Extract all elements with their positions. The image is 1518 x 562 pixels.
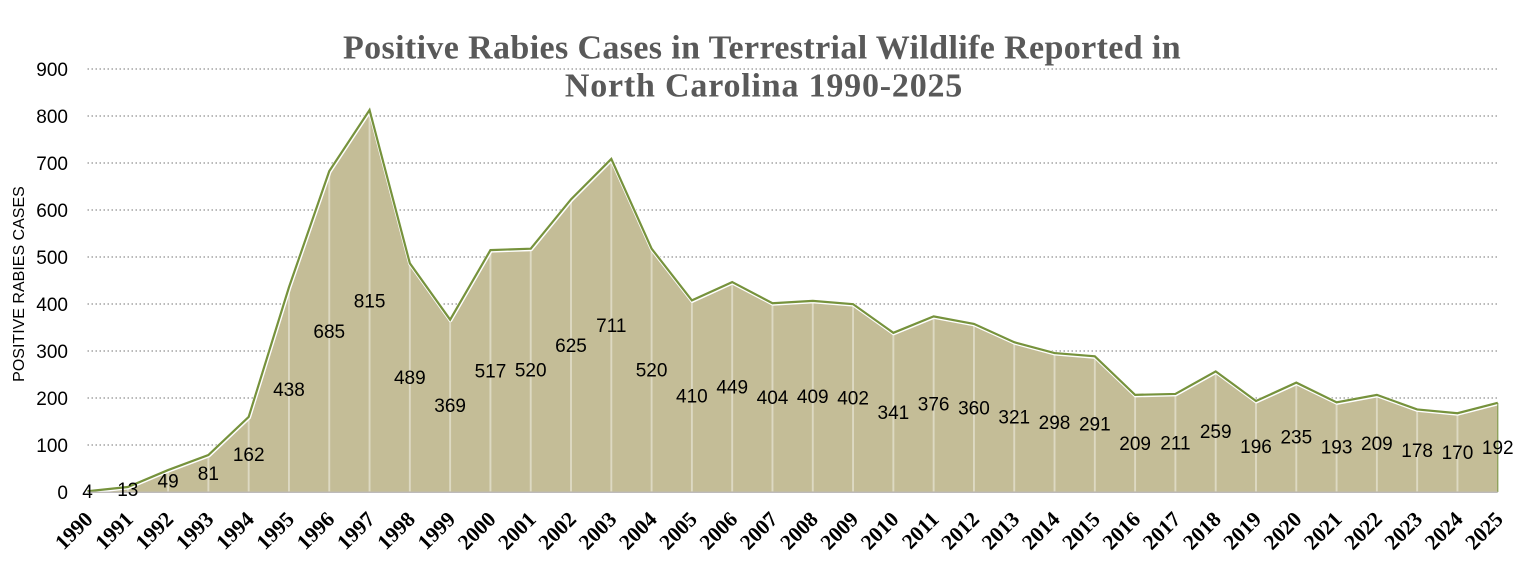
svg-text:178: 178	[1401, 441, 1433, 462]
svg-text:Positive Rabies Cases in Terre: Positive Rabies Cases in Terrestrial Wil…	[343, 30, 1181, 67]
svg-text:376: 376	[918, 395, 950, 416]
svg-text:321: 321	[998, 407, 1030, 428]
svg-text:400: 400	[36, 295, 68, 316]
svg-text:625: 625	[555, 336, 587, 357]
svg-text:409: 409	[797, 387, 829, 408]
svg-text:360: 360	[958, 398, 990, 419]
svg-text:520: 520	[515, 361, 547, 382]
svg-text:POSITIVE RABIES CASES: POSITIVE RABIES CASES	[11, 186, 28, 382]
svg-text:700: 700	[36, 154, 68, 175]
svg-text:517: 517	[475, 361, 507, 382]
svg-text:100: 100	[36, 436, 68, 457]
svg-text:4: 4	[82, 482, 93, 503]
svg-text:800: 800	[36, 107, 68, 128]
svg-text:410: 410	[676, 387, 708, 408]
svg-text:449: 449	[716, 377, 748, 398]
svg-text:300: 300	[36, 342, 68, 363]
svg-text:209: 209	[1361, 434, 1393, 455]
svg-text:685: 685	[313, 322, 345, 343]
svg-text:438: 438	[273, 380, 305, 401]
svg-text:13: 13	[117, 480, 138, 501]
svg-text:298: 298	[1039, 413, 1071, 434]
svg-text:520: 520	[636, 361, 668, 382]
svg-text:369: 369	[434, 396, 466, 417]
svg-text:291: 291	[1079, 415, 1111, 436]
svg-text:200: 200	[36, 389, 68, 410]
svg-text:211: 211	[1160, 433, 1190, 454]
svg-text:193: 193	[1321, 438, 1353, 459]
svg-text:489: 489	[394, 368, 426, 389]
svg-text:209: 209	[1119, 434, 1151, 455]
svg-text:North Carolina 1990-2025: North Carolina 1990-2025	[565, 67, 963, 104]
svg-text:170: 170	[1442, 443, 1474, 464]
svg-text:196: 196	[1240, 437, 1272, 458]
svg-text:900: 900	[36, 60, 68, 81]
svg-text:162: 162	[233, 445, 265, 466]
svg-text:815: 815	[354, 291, 386, 312]
svg-text:341: 341	[878, 403, 910, 424]
svg-text:81: 81	[198, 464, 219, 485]
svg-text:49: 49	[158, 471, 179, 492]
svg-text:192: 192	[1482, 438, 1514, 459]
svg-text:259: 259	[1200, 422, 1232, 443]
svg-text:402: 402	[837, 388, 869, 409]
svg-text:711: 711	[596, 316, 626, 337]
svg-text:235: 235	[1280, 428, 1312, 449]
svg-text:404: 404	[757, 388, 789, 409]
svg-text:0: 0	[57, 483, 68, 504]
svg-text:500: 500	[36, 248, 68, 269]
svg-text:600: 600	[36, 201, 68, 222]
